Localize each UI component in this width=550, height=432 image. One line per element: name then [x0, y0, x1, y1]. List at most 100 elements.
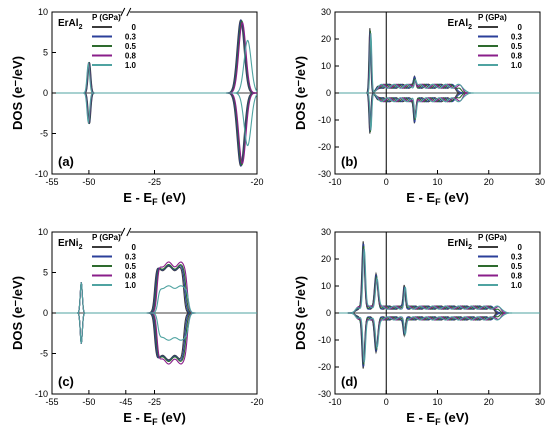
xtick-label-a-3: -20 — [250, 177, 263, 187]
xtick-label-d-4: 30 — [535, 397, 545, 407]
xlabel-sub-d: F — [435, 417, 441, 427]
ylabel-a: DOS (e⁻/eV) — [10, 56, 25, 130]
legend-title-c: P (GPa) — [92, 233, 121, 242]
xtick-label-d-2: 10 — [432, 397, 442, 407]
ytick-label-d-6: 30 — [321, 227, 331, 237]
xlabel-d: E - EF (eV) — [406, 410, 469, 427]
xlabel-unit-c: (eV) — [158, 410, 186, 425]
series-group-d — [335, 232, 540, 394]
ytick-label-d-2: -10 — [318, 335, 331, 345]
legend-entry-d-2: 0.5 — [511, 262, 523, 271]
material-label-c: ErNi2 — [58, 238, 83, 251]
series-group-b — [335, 12, 540, 174]
xtick-label-b-1: 0 — [384, 177, 389, 187]
xtick-label-c-0: -55 — [45, 397, 58, 407]
ytick-label-a-2: 0 — [43, 88, 48, 98]
xtick-label-a-1: -50 — [82, 177, 95, 187]
xtick-label-a-0: -55 — [45, 177, 58, 187]
legend-entry-c-1: 0.3 — [125, 253, 137, 262]
xtick-label-c-2: -45 — [119, 397, 132, 407]
series-group-a — [52, 19, 257, 167]
axis-break-gap-c — [121, 229, 130, 235]
ytick-label-d-0: -30 — [318, 389, 331, 399]
series-line-a-3-down — [52, 92, 257, 164]
xtick-label-b-4: 30 — [535, 177, 545, 187]
xtick-label-c-3: -25 — [148, 397, 161, 407]
series-line-a-4-down — [52, 92, 257, 147]
ytick-label-b-5: 20 — [321, 34, 331, 44]
xlabel-main-a: E - E — [123, 190, 152, 205]
ytick-label-d-4: 10 — [321, 281, 331, 291]
xlabel-unit-a: (eV) — [158, 190, 186, 205]
series-line-d-4-up — [335, 248, 540, 314]
ytick-label-c-2: 0 — [43, 308, 48, 318]
ytick-label-b-1: -20 — [318, 142, 331, 152]
xtick-label-d-0: -10 — [328, 397, 341, 407]
legend-entry-c-0: 0 — [132, 243, 137, 252]
series-line-b-0-up — [335, 28, 540, 94]
legend-entry-b-3: 0.8 — [511, 52, 523, 61]
series-line-c-4-down — [52, 312, 257, 344]
material-main-a: ErAl — [58, 18, 79, 29]
axis-break-mark-a-1 — [120, 7, 126, 17]
legend-entry-d-1: 0.3 — [511, 253, 523, 262]
series-line-a-1-up — [52, 19, 257, 94]
xtick-label-b-0: -10 — [328, 177, 341, 187]
axis-break-gap-a — [121, 9, 130, 15]
xtick-label-b-3: 20 — [484, 177, 494, 187]
material-main-d: ErNi — [448, 238, 469, 249]
series-group-c — [52, 261, 257, 365]
series-line-a-2-up — [52, 20, 257, 94]
panel-label-a: (a) — [58, 154, 74, 169]
material-sub-a: 2 — [79, 24, 83, 31]
series-line-a-4-up — [52, 39, 257, 94]
ytick-label-a-3: 5 — [43, 48, 48, 58]
legend-entry-d-0: 0 — [518, 243, 523, 252]
xtick-label-a-2: -25 — [148, 177, 161, 187]
material-label-a: ErAl2 — [58, 18, 83, 31]
ytick-label-b-0: -30 — [318, 169, 331, 179]
ytick-label-d-1: -20 — [318, 362, 331, 372]
ytick-label-a-0: -10 — [35, 169, 48, 179]
ytick-label-b-4: 10 — [321, 61, 331, 71]
material-sub-d: 2 — [468, 244, 472, 251]
ytick-label-c-1: -5 — [40, 349, 48, 359]
legend-title-b: P (GPa) — [478, 13, 507, 22]
ytick-label-d-3: 0 — [326, 308, 331, 318]
xtick-label-d-1: 0 — [384, 397, 389, 407]
ytick-label-d-5: 20 — [321, 254, 331, 264]
axis-break-mark-c-1 — [120, 227, 126, 237]
series-line-a-0-up — [52, 19, 257, 94]
xlabel-main-b: E - E — [406, 190, 435, 205]
xlabel-c: E - EF (eV) — [123, 410, 186, 427]
legend-entry-a-3: 0.8 — [125, 52, 137, 61]
xlabel-main-d: E - E — [406, 410, 435, 425]
series-line-a-1-down — [52, 92, 257, 167]
xlabel-b: E - EF (eV) — [406, 190, 469, 207]
legend-entry-b-4: 1.0 — [511, 61, 523, 70]
axis-break-mark-a-2 — [126, 7, 132, 17]
material-main-b: ErAl — [448, 18, 469, 29]
material-label-b: ErAl2 — [448, 18, 473, 31]
xlabel-main-c: E - E — [123, 410, 152, 425]
legend-entry-b-2: 0.5 — [511, 42, 523, 51]
ytick-label-b-6: 30 — [321, 7, 331, 17]
xlabel-sub-b: F — [435, 197, 441, 207]
ytick-label-c-3: 5 — [43, 268, 48, 278]
series-line-a-3-up — [52, 22, 257, 94]
xtick-label-b-2: 10 — [432, 177, 442, 187]
ylabel-d: DOS (e⁻/eV) — [293, 276, 308, 350]
xtick-label-c-4: -20 — [250, 397, 263, 407]
ylabel-b: DOS (e⁻/eV) — [293, 56, 308, 130]
ytick-label-c-0: -10 — [35, 389, 48, 399]
legend-entry-a-2: 0.5 — [125, 42, 137, 51]
material-main-c: ErNi — [58, 238, 79, 249]
xlabel-unit-d: (eV) — [441, 410, 469, 425]
panel-label-d: (d) — [341, 374, 358, 389]
series-line-d-4-down — [335, 312, 540, 363]
material-sub-b: 2 — [468, 24, 472, 31]
ytick-label-a-4: 10 — [38, 7, 48, 17]
ytick-label-a-1: -5 — [40, 129, 48, 139]
xlabel-sub-c: F — [152, 417, 158, 427]
